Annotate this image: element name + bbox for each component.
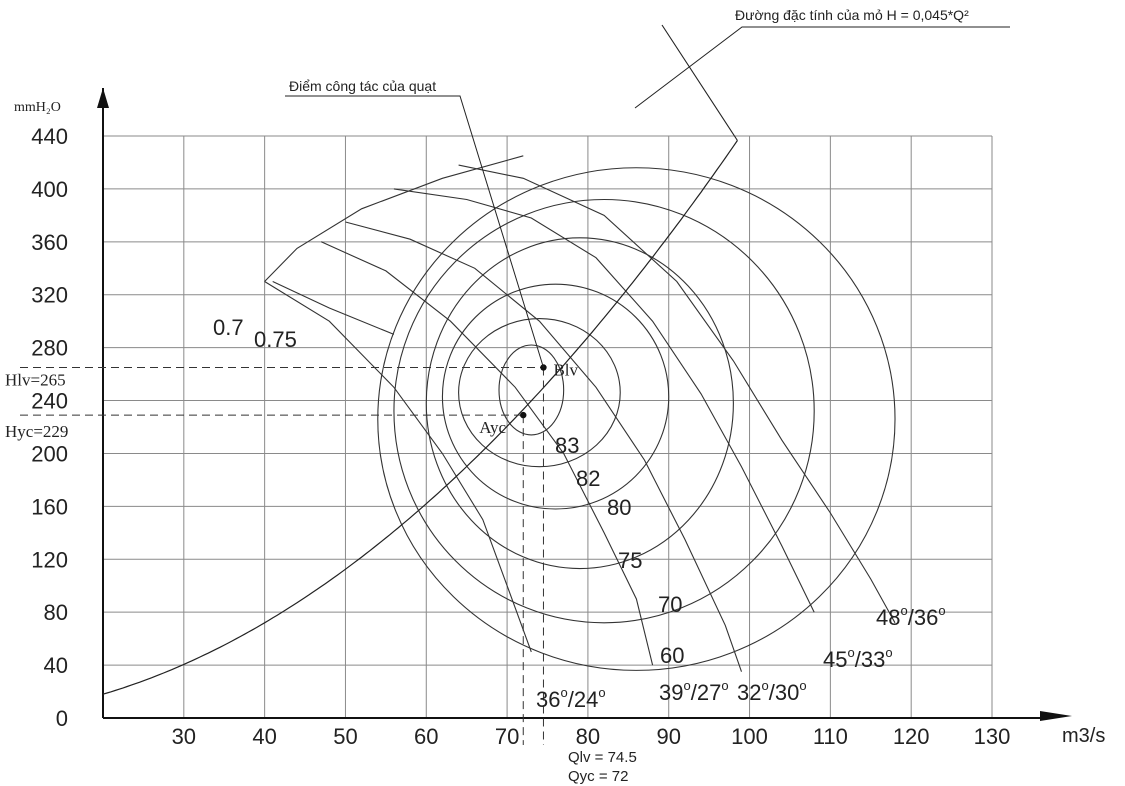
operating-point-label: Điểm công tác của quạt [289,78,436,94]
operating-point-leader [285,95,544,368]
efficiency-contour [377,167,896,671]
y-tick-label: 160 [31,494,68,519]
x-tick-label: 50 [333,724,357,749]
blade-angle-curves [264,164,896,672]
hyc-callout: Hyc=229 [5,422,68,441]
x-tick-label: 100 [731,724,768,749]
blade-angle-label: 36o/24o [536,685,606,712]
y-tick-label: 240 [31,389,68,414]
x-tick-label: 40 [252,724,276,749]
x-tick-label: 70 [495,724,519,749]
blade-angle-label: 39o/27o [659,678,729,705]
ayc-point [520,411,527,419]
blade-angle-curve [345,221,743,672]
x-tick-label: 90 [656,724,680,749]
mine-curve-label: Đường đặc tính của mỏ H = 0,045*Q² [735,7,969,23]
iso-label: 0.7 [213,315,244,340]
mine-label-leader [634,26,1010,109]
efficiency-label: 82 [576,466,600,491]
blade-angle-label: 48o/36o [876,603,946,630]
blade-angle-curve [393,188,815,613]
y-tick-label: 200 [31,441,68,466]
mine-characteristic-curve [102,24,738,695]
y-tick-label: 120 [31,547,68,572]
x-tick-label: 110 [813,724,848,749]
y-tick-label: 360 [31,230,68,255]
iso-efficiency-line [264,155,524,282]
efficiency-contour [425,237,734,570]
qlv-callout: Qlv = 74.5 [568,749,637,766]
efficiency-label: 75 [618,548,642,573]
operating-points: Blv Ayc [20,360,579,745]
chart-labels: 83 82 80 75 70 60 36o/24o 39o/27o 32o/30o 45o/33o… [5,7,1010,785]
x-tick-label: 80 [576,724,600,749]
axes: 0 40 80 120 160 200 240 280 320 360 400 440 30 40 50 60… [14,88,1105,749]
y-tick-label: 80 [44,600,68,625]
efficiency-label: 80 [607,495,631,520]
hlv-callout: Hlv=265 [5,370,66,389]
y-tick-label: 0 [56,706,68,731]
blv-label: Blv [553,360,578,379]
x-axis-title: m3/s [1062,725,1105,747]
efficiency-contour [393,198,815,624]
x-tick-label: 130 [974,724,1011,749]
iso-efficiency-lines [264,155,524,335]
y-axis-arrow-icon [97,88,109,108]
y-tick-label: 400 [31,177,68,202]
efficiency-contours [377,167,896,671]
y-tick-label: 40 [44,653,68,678]
x-tick-label: 120 [893,724,930,749]
blade-angle-curve [264,281,532,653]
efficiency-contour [441,283,670,510]
y-tick-label: 440 [31,124,68,149]
x-axis-arrow-icon [1040,711,1072,721]
x-tick-label: 60 [414,724,438,749]
y-tick-label: 280 [31,336,68,361]
x-tick-label: 30 [172,724,196,749]
qyc-callout: Qyc = 72 [568,768,628,785]
ayc-label: Ayc [479,418,506,437]
y-tick-label: 320 [31,283,68,308]
efficiency-contour [458,317,621,468]
blade-angle-label: 45o/33o [823,645,893,672]
y-axis-title: mmH₂O [14,100,61,115]
blade-angle-curve [458,164,896,624]
mine-curve [102,140,738,695]
blade-angle-curve [320,241,654,666]
mine-curve-extension [661,24,738,141]
iso-efficiency-line [272,281,395,335]
grid [103,135,993,719]
blade-angle-label: 32o/30o [737,678,807,705]
efficiency-label: 60 [660,643,684,668]
efficiency-label: 70 [658,592,682,617]
efficiency-label: 83 [555,433,579,458]
iso-label: 0.75 [254,327,297,352]
efficiency-contour [498,344,565,436]
